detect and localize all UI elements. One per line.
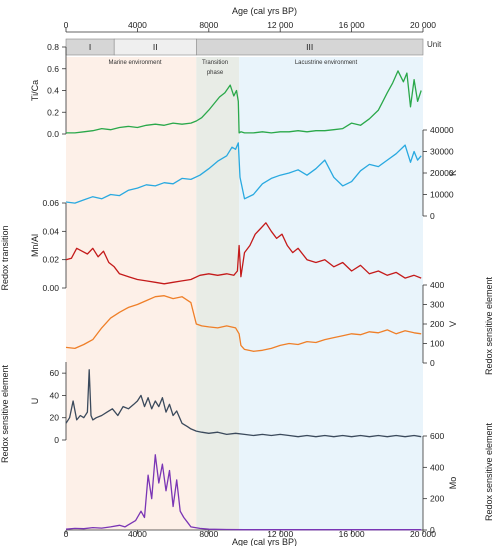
side-label-1: Redox sensitive element bbox=[0, 364, 10, 463]
environment-label-1-1: phase bbox=[207, 70, 224, 76]
y-tick-label-4-2: 40 bbox=[50, 390, 60, 400]
y-tick-label-0-4: 0.8 bbox=[47, 42, 59, 52]
panel-5: 0 200 400 600 Mo bbox=[65, 431, 458, 535]
y-tick-label-5-3: 600 bbox=[430, 431, 444, 441]
bottom-x-tick-label-1: 4000 bbox=[128, 529, 147, 539]
y-tick-label-1-2: 20000 bbox=[430, 168, 454, 178]
top-x-tick-label-4: 16 000 bbox=[339, 20, 365, 30]
environment-label-1-0: Transition bbox=[202, 60, 228, 66]
y-tick-label-1-1: 10000 bbox=[430, 190, 454, 200]
bottom-x-tick-label-0: 0 bbox=[64, 529, 69, 539]
bottom-x-tick-label-4: 16 000 bbox=[339, 529, 365, 539]
units-bar: I II III Unit bbox=[65, 38, 442, 56]
environment-band-0 bbox=[66, 57, 197, 530]
series-label-5: Mo bbox=[448, 477, 458, 490]
y-tick-label-3-3: 300 bbox=[430, 300, 444, 310]
series-line-3 bbox=[65, 295, 422, 352]
environment-band-2 bbox=[239, 57, 423, 530]
side-labels: Redox transition Redox sensitive element R… bbox=[0, 225, 494, 521]
y-tick-label-0-0: 0.0 bbox=[47, 129, 59, 139]
panel-2: 0.00 0.02 0.04 0.06 Mn/Al bbox=[30, 198, 422, 293]
unit-label-I: I bbox=[89, 42, 91, 52]
top-x-axis-title: Age (cal yrs BP) bbox=[232, 6, 297, 16]
y-tick-label-5-0: 0 bbox=[430, 525, 435, 535]
series-label-0: Ti/Ca bbox=[30, 80, 40, 101]
panel-1: 0 10000 20000 30000 40000 K bbox=[65, 125, 458, 221]
bottom-x-axis-title: Age (cal yrs BP) bbox=[232, 537, 297, 546]
y-tick-label-0-1: 0.2 bbox=[47, 107, 59, 117]
series-label-3: V bbox=[448, 321, 458, 327]
side-label-3: Redox sensitive element bbox=[484, 422, 494, 521]
panel-0: 0.0 0.2 0.4 0.6 0.8 Ti/Ca bbox=[30, 42, 422, 139]
top-x-tick-label-3: 12 000 bbox=[267, 20, 293, 30]
environment-band-1 bbox=[196, 57, 240, 530]
environment-label-0: Marine environment bbox=[108, 60, 161, 66]
series-line-4 bbox=[65, 369, 422, 438]
y-tick-label-3-0: 0 bbox=[430, 358, 435, 368]
y-tick-label-4-1: 20 bbox=[50, 413, 60, 423]
y-tick-label-4-0: 0 bbox=[54, 435, 59, 445]
y-tick-label-2-1: 0.02 bbox=[42, 255, 59, 265]
y-tick-label-3-1: 100 bbox=[430, 339, 444, 349]
panel-3: 0 100 200 300 400 V bbox=[65, 280, 458, 368]
series-label-4: U bbox=[30, 398, 40, 405]
y-tick-label-1-0: 0 bbox=[430, 211, 435, 221]
environment-bands: Marine environment Transition phase Lacustr… bbox=[66, 57, 423, 530]
series-label-1: K bbox=[448, 170, 458, 176]
y-tick-label-1-3: 30000 bbox=[430, 147, 454, 157]
bottom-x-tick-label-5: 20 000 bbox=[410, 529, 436, 539]
unit-label-III: III bbox=[306, 42, 313, 52]
top-x-axis: 0 4000 8000 12 000 16 000 20 000 Age (cal yrs … bbox=[64, 6, 436, 33]
top-x-tick-label-1: 4000 bbox=[128, 20, 147, 30]
bottom-x-tick-label-3: 12 000 bbox=[267, 529, 293, 539]
y-tick-label-5-1: 200 bbox=[430, 494, 444, 504]
top-x-tick-label-2: 8000 bbox=[199, 20, 218, 30]
y-tick-label-5-2: 400 bbox=[430, 462, 444, 472]
series-line-2 bbox=[65, 222, 422, 285]
y-tick-label-2-0: 0.00 bbox=[42, 283, 59, 293]
y-tick-label-0-3: 0.6 bbox=[47, 64, 59, 74]
bottom-x-axis: 0 4000 8000 12 000 16 000 20 000 Age (cal yrs … bbox=[64, 529, 437, 547]
series-line-0 bbox=[66, 70, 422, 134]
y-tick-label-1-4: 40000 bbox=[430, 125, 454, 135]
units-bar-label: Unit bbox=[427, 40, 442, 49]
panels: 0.00.20.40.60.8Ti/Ca01000020000300004000… bbox=[30, 42, 458, 535]
panel-4: 0 20 40 60 U bbox=[30, 362, 422, 445]
y-tick-label-3-4: 400 bbox=[430, 280, 444, 290]
series-line-1 bbox=[65, 142, 422, 204]
y-tick-label-4-3: 60 bbox=[50, 368, 60, 378]
y-tick-label-3-2: 200 bbox=[430, 319, 444, 329]
side-label-0: Redox transition bbox=[0, 225, 10, 290]
y-tick-label-2-3: 0.06 bbox=[42, 198, 59, 208]
y-tick-label-0-2: 0.4 bbox=[47, 86, 59, 96]
y-tick-label-2-2: 0.04 bbox=[42, 226, 59, 236]
series-line-5 bbox=[65, 454, 422, 531]
side-label-2: Redox sensitive element bbox=[484, 276, 494, 375]
bottom-x-tick-label-2: 8000 bbox=[199, 529, 218, 539]
top-x-tick-label-0: 0 bbox=[64, 20, 69, 30]
unit-label-II: II bbox=[153, 42, 158, 52]
series-label-2: Mn/Al bbox=[30, 234, 40, 257]
environment-label-2: Lacustrine environment bbox=[295, 60, 358, 66]
top-x-tick-label-5: 20 000 bbox=[410, 20, 436, 30]
unit-box-III bbox=[196, 38, 424, 56]
